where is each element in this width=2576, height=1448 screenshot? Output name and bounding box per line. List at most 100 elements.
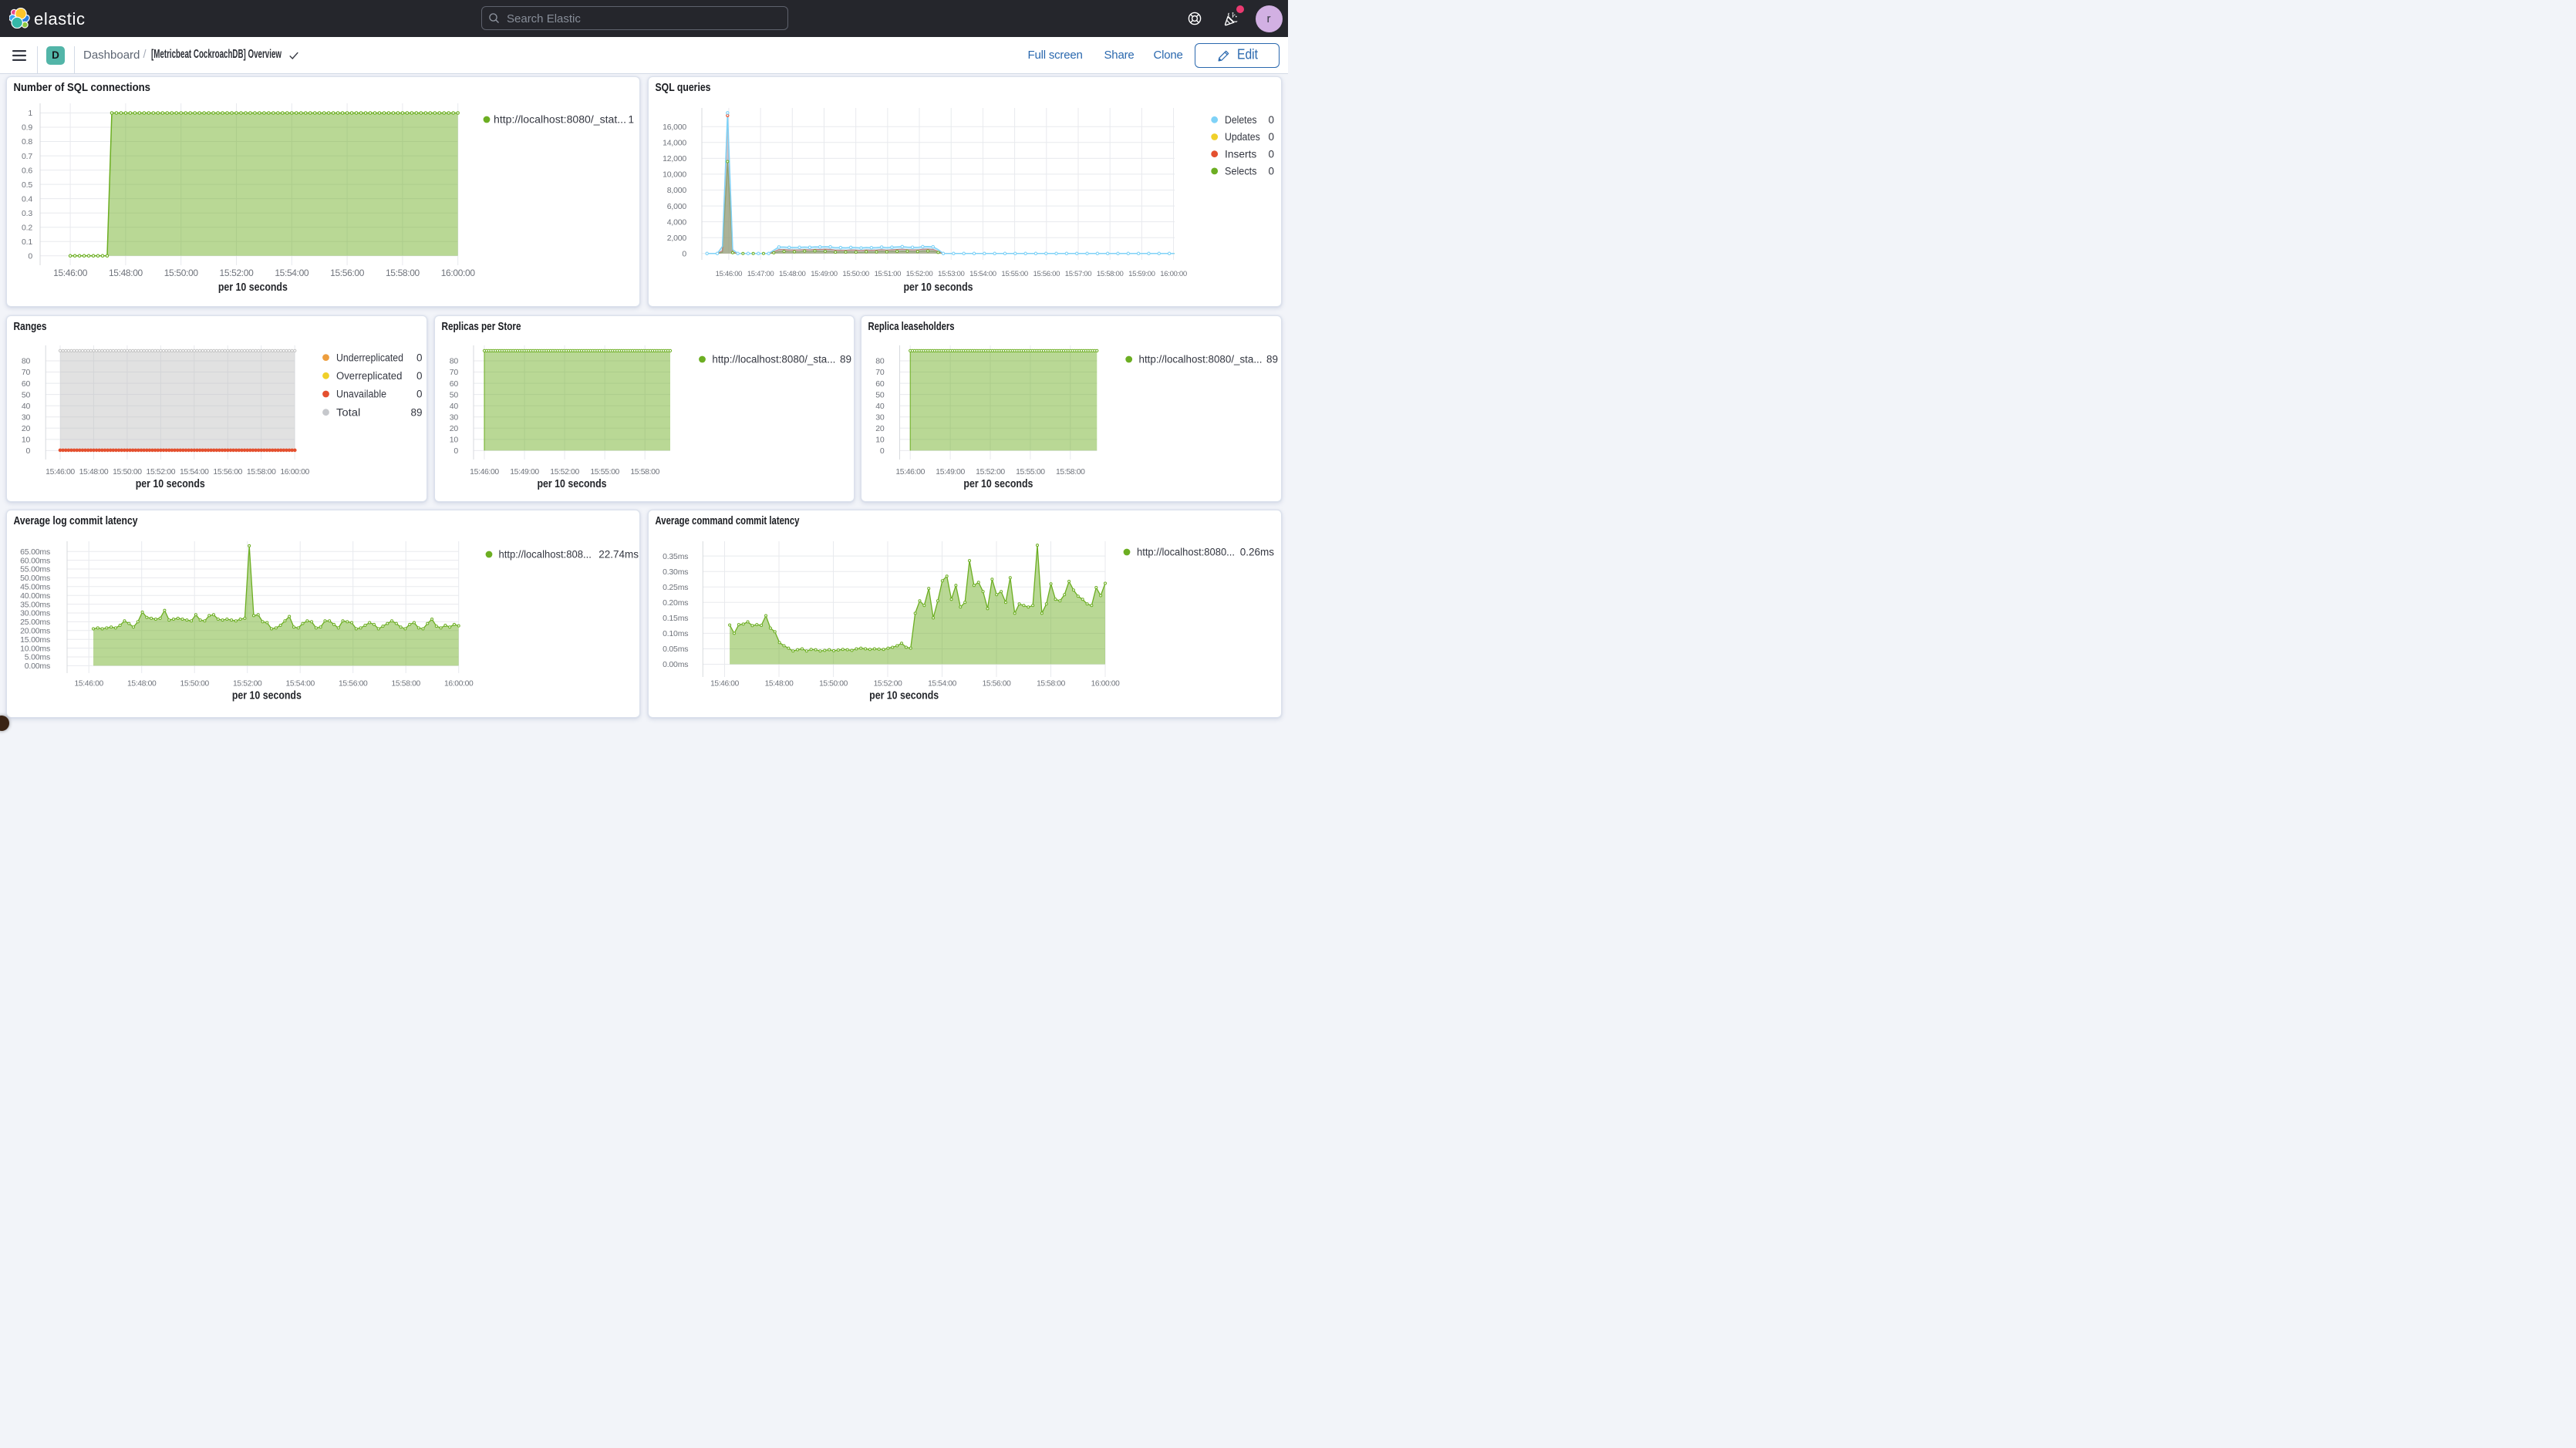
svg-text:16:00:00: 16:00:00 [1091,680,1121,689]
svg-text:0.8: 0.8 [22,137,32,146]
svg-text:15:49:00: 15:49:00 [811,270,838,278]
svg-text:15:54:00: 15:54:00 [286,680,315,689]
svg-text:0.2: 0.2 [22,223,32,232]
svg-text:15:55:00: 15:55:00 [1016,468,1045,476]
svg-text:Ranges: Ranges [14,320,47,333]
svg-text:15:46:00: 15:46:00 [53,268,88,278]
svg-text:15:56:00: 15:56:00 [213,468,242,476]
svg-text:per 10 seconds: per 10 seconds [218,281,288,294]
svg-text:0.7: 0.7 [22,152,32,161]
svg-text:per 10 seconds: per 10 seconds [963,478,1033,490]
svg-text:http://localhost:8080...: http://localhost:8080... [1137,547,1235,558]
svg-text:15:49:00: 15:49:00 [510,468,539,476]
svg-text:50: 50 [875,390,885,399]
svg-text:Replica leaseholders: Replica leaseholders [868,320,955,333]
svg-text:15:58:00: 15:58:00 [386,268,420,278]
svg-text:15:58:00: 15:58:00 [392,680,421,689]
svg-text:per 10 seconds: per 10 seconds [538,478,607,490]
svg-text:50: 50 [450,390,459,399]
svg-text:22.74ms: 22.74ms [598,549,639,561]
svg-text:80: 80 [450,357,459,366]
svg-text:15:55:00: 15:55:00 [590,468,619,476]
svg-text:15:58:00: 15:58:00 [630,468,659,476]
svg-text:14,000: 14,000 [663,138,686,147]
svg-text:Updates: Updates [1225,131,1260,143]
svg-text:15:46:00: 15:46:00 [716,270,743,278]
svg-text:0: 0 [880,446,885,456]
svg-text:15:52:00: 15:52:00 [233,680,262,689]
svg-text:15:53:00: 15:53:00 [938,270,965,278]
svg-text:15:46:00: 15:46:00 [710,680,740,689]
svg-text:0.3: 0.3 [22,209,32,218]
svg-text:15:50:00: 15:50:00 [842,270,869,278]
svg-text:20: 20 [875,424,885,433]
svg-text:15:55:00: 15:55:00 [1001,270,1028,278]
svg-text:0.10ms: 0.10ms [663,629,688,638]
svg-text:30: 30 [22,413,31,422]
svg-text:0: 0 [28,251,32,261]
svg-text:Selects: Selects [1225,166,1257,177]
svg-text:Replicas per Store: Replicas per Store [442,320,521,333]
svg-text:0.00ms: 0.00ms [663,660,688,669]
svg-text:15:52:00: 15:52:00 [906,270,933,278]
svg-text:0: 0 [1268,131,1274,143]
svg-text:12,000: 12,000 [663,154,686,163]
svg-text:15:52:00: 15:52:00 [550,468,579,476]
svg-text:15:50:00: 15:50:00 [819,680,848,689]
svg-text:0: 0 [682,249,686,258]
svg-text:0: 0 [453,446,458,456]
svg-text:0: 0 [416,389,423,400]
svg-text:http://localhost:808...: http://localhost:808... [499,549,592,561]
svg-text:15:52:00: 15:52:00 [976,468,1005,476]
svg-text:15:50:00: 15:50:00 [113,468,142,476]
svg-text:Unavailable: Unavailable [336,389,386,400]
svg-text:15:47:00: 15:47:00 [747,270,774,278]
svg-text:40.00ms: 40.00ms [20,591,50,601]
svg-text:SQL queries: SQL queries [656,81,711,94]
svg-text:0: 0 [1268,166,1274,177]
svg-text:0.00ms: 0.00ms [25,662,50,671]
svg-text:35.00ms: 35.00ms [20,600,50,609]
svg-text:89: 89 [410,406,422,418]
svg-text:1: 1 [628,114,634,126]
svg-text:15.00ms: 15.00ms [20,635,50,645]
svg-text:15:58:00: 15:58:00 [247,468,276,476]
svg-text:15:54:00: 15:54:00 [969,270,996,278]
svg-text:Average command commit latency: Average command commit latency [656,514,800,527]
svg-text:30: 30 [450,413,459,422]
svg-text:15:48:00: 15:48:00 [765,680,794,689]
svg-text:10: 10 [450,436,459,445]
svg-text:40: 40 [875,402,885,411]
svg-text:40: 40 [22,402,31,411]
svg-text:0: 0 [1268,148,1274,160]
svg-text:4,000: 4,000 [667,217,687,227]
svg-text:6,000: 6,000 [667,202,687,211]
svg-text:45.00ms: 45.00ms [20,582,50,591]
svg-text:55.00ms: 55.00ms [20,565,50,574]
svg-text:15:58:00: 15:58:00 [1097,270,1124,278]
svg-text:15:56:00: 15:56:00 [983,680,1012,689]
svg-text:60.00ms: 60.00ms [20,556,50,565]
svg-text:15:54:00: 15:54:00 [275,268,309,278]
svg-text:15:50:00: 15:50:00 [164,268,199,278]
svg-text:10,000: 10,000 [663,170,686,180]
svg-text:0.9: 0.9 [22,123,32,133]
svg-text:30: 30 [875,413,885,422]
svg-text:http://localhost:8080/_sta...: http://localhost:8080/_sta... [1139,354,1263,365]
svg-text:15:48:00: 15:48:00 [779,270,806,278]
svg-text:15:50:00: 15:50:00 [180,680,210,689]
svg-text:0.26ms: 0.26ms [1240,547,1275,558]
svg-text:0: 0 [416,352,423,363]
svg-text:30.00ms: 30.00ms [20,609,50,618]
svg-text:15:56:00: 15:56:00 [1033,270,1060,278]
svg-text:20: 20 [22,424,31,433]
svg-text:Number of SQL connections: Number of SQL connections [14,81,151,94]
svg-text:0.5: 0.5 [22,180,32,190]
svg-text:15:46:00: 15:46:00 [46,468,75,476]
svg-text:70: 70 [22,368,31,377]
svg-text:per 10 seconds: per 10 seconds [136,478,205,490]
svg-text:0.25ms: 0.25ms [663,583,688,592]
svg-text:60: 60 [450,379,459,389]
svg-text:10.00ms: 10.00ms [20,644,50,653]
svg-text:15:52:00: 15:52:00 [874,680,903,689]
